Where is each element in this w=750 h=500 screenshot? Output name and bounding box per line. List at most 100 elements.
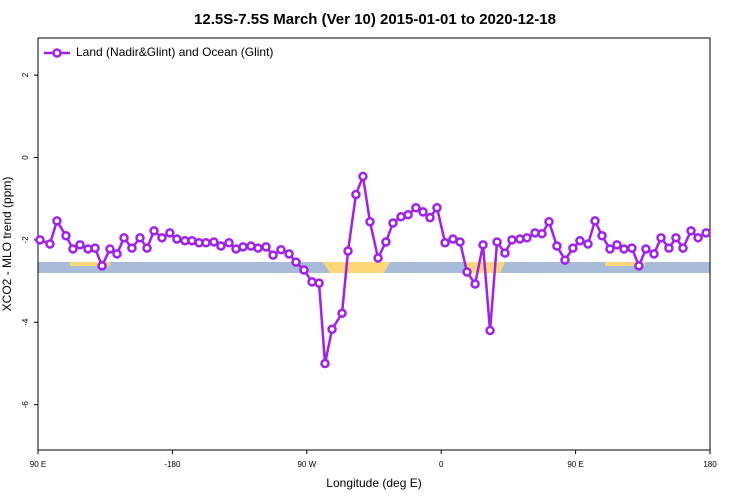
data-point	[492, 237, 502, 247]
land-strip	[605, 262, 645, 266]
data-point	[403, 209, 413, 220]
data-point	[135, 233, 145, 243]
data-point	[343, 246, 353, 256]
data-point	[478, 240, 488, 250]
data-point	[314, 278, 324, 288]
data-point	[425, 212, 435, 223]
data-point	[664, 243, 674, 253]
x-tick-label: 90 W	[297, 460, 316, 469]
data-point	[351, 189, 361, 200]
data-point	[455, 237, 465, 247]
data-point	[337, 308, 347, 318]
data-point	[634, 261, 644, 271]
data-point	[373, 253, 383, 263]
data-point	[216, 241, 226, 251]
data-point	[327, 324, 337, 335]
legend-marker	[52, 48, 62, 58]
data-point	[590, 216, 600, 226]
data-point	[119, 233, 129, 243]
data-point	[432, 202, 442, 213]
data-point	[619, 244, 629, 254]
land-strip	[70, 262, 110, 266]
data-point	[268, 250, 278, 260]
data-point	[365, 217, 375, 227]
data-point	[649, 249, 659, 259]
data-point	[157, 233, 167, 243]
data-point	[560, 255, 570, 265]
data-point	[462, 267, 472, 277]
data-point	[149, 226, 159, 236]
data-point	[507, 235, 517, 245]
data-point	[68, 244, 78, 254]
data-point	[209, 237, 219, 247]
x-tick-label: 90 E	[30, 460, 46, 469]
data-point	[701, 228, 711, 238]
data-point	[693, 233, 703, 243]
data-point	[388, 218, 398, 228]
data-point	[522, 233, 532, 243]
data-point	[485, 325, 495, 336]
x-axis-label: Longitude (deg E)	[326, 476, 421, 490]
chart-title: 12.5S-7.5S March (Ver 10) 2015-01-01 to …	[194, 11, 556, 28]
y-tick-label: 0	[21, 155, 30, 160]
data-point	[299, 265, 309, 275]
data-point	[418, 207, 428, 217]
data-point	[52, 216, 62, 226]
data-point	[261, 242, 271, 252]
x-tick-label: 90 E	[567, 460, 583, 469]
data-point	[224, 238, 234, 248]
data-point	[568, 243, 578, 253]
data-point	[500, 248, 510, 258]
data-point	[276, 245, 286, 255]
data-point	[238, 242, 248, 252]
data-point	[627, 243, 637, 253]
data-point	[575, 235, 585, 246]
data-point	[320, 358, 330, 369]
data-point	[678, 243, 688, 253]
x-tick-label: 0	[439, 460, 444, 469]
legend-label: Land (Nadir&Glint) and Ocean (Glint)	[76, 45, 273, 59]
y-tick-label: -2	[21, 236, 30, 244]
surface-strip	[38, 262, 710, 273]
data-point	[142, 243, 152, 253]
data-point	[411, 202, 421, 213]
x-tick-label: 180	[703, 460, 717, 469]
data-point	[470, 279, 480, 289]
data-point	[172, 234, 182, 244]
data-point	[544, 217, 554, 227]
data-point	[537, 228, 547, 239]
data-point	[291, 257, 301, 267]
data-point	[552, 241, 562, 251]
data-point	[358, 171, 368, 182]
data-point	[75, 240, 85, 250]
y-axis-label: XCO2 - MLO trend (ppm)	[0, 177, 14, 312]
data-point	[105, 244, 115, 254]
data-point	[127, 243, 137, 253]
data-point	[112, 249, 122, 259]
data-point	[45, 239, 55, 249]
data-point	[612, 240, 622, 250]
data-point	[440, 238, 450, 248]
y-tick-label: -4	[21, 318, 30, 326]
data-point	[97, 261, 107, 271]
data-point	[381, 237, 391, 247]
data-point	[656, 233, 666, 243]
land-strip	[323, 262, 390, 273]
data-point	[165, 228, 175, 238]
data-point	[284, 249, 294, 259]
data-point	[641, 244, 651, 254]
data-point	[35, 235, 45, 245]
data-point	[253, 243, 263, 253]
data-point	[605, 244, 615, 254]
data-point	[686, 226, 696, 236]
data-point	[201, 238, 211, 248]
data-point	[671, 233, 681, 243]
data-point	[597, 231, 607, 241]
y-tick-label: -6	[21, 401, 30, 409]
data-point	[61, 231, 71, 241]
data-point	[583, 239, 593, 249]
data-point	[90, 243, 100, 253]
y-tick-label: 2	[21, 72, 30, 77]
x-tick-label: -180	[164, 460, 181, 469]
